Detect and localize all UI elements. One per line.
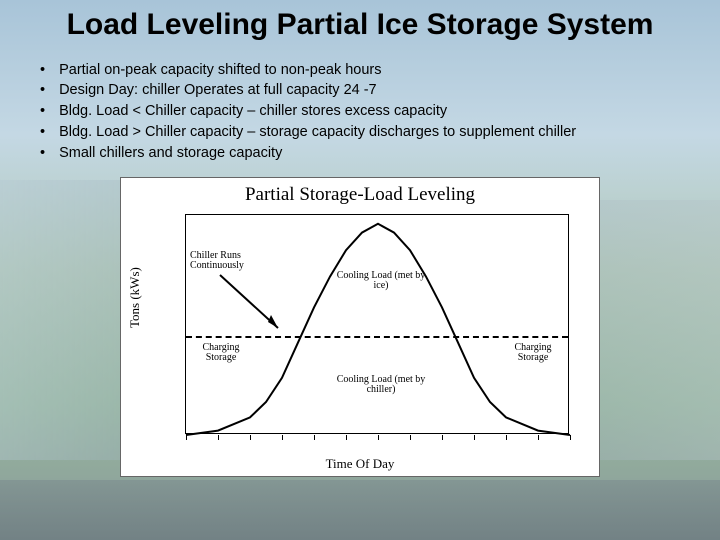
chiller-arrow	[218, 273, 298, 333]
list-item: •Bldg. Load < Chiller capacity – chiller…	[40, 102, 576, 123]
ann-cooling-chiller: Cooling Load (met by chiller)	[336, 375, 426, 396]
list-item: •Small chillers and storage capacity	[40, 144, 576, 165]
xtick-mark	[346, 435, 347, 440]
xtick-mark	[570, 435, 571, 440]
xtick-mark	[506, 435, 507, 440]
xtick-mark	[442, 435, 443, 440]
ann-charging-left: Charging Storage	[192, 343, 250, 364]
list-item: •Bldg. Load > Chiller capacity – storage…	[40, 123, 576, 144]
list-item: •Partial on-peak capacity shifted to non…	[40, 61, 576, 82]
chart-ylabel: Tons (kWs)	[127, 267, 143, 328]
list-item: •Design Day: chiller Operates at full ca…	[40, 81, 576, 102]
ann-cooling-ice: Cooling Load (met by ice)	[336, 271, 426, 292]
xtick-mark	[218, 435, 219, 440]
chart-container: Partial Storage-Load Leveling Tons (kWs)…	[120, 177, 600, 477]
bullet-text: Design Day: chiller Operates at full cap…	[59, 81, 576, 102]
xtick-mark	[186, 435, 187, 440]
bullet-text: Bldg. Load < Chiller capacity – chiller …	[59, 102, 576, 123]
bullet-text: Small chillers and storage capacity	[59, 144, 576, 165]
xtick-mark	[282, 435, 283, 440]
bullet-text: Bldg. Load > Chiller capacity – storage …	[59, 123, 576, 144]
bg-building-left	[0, 180, 140, 460]
bullet-text: Partial on-peak capacity shifted to non-…	[59, 61, 576, 82]
ann-chiller-runs: Chiller Runs Continuously	[190, 251, 262, 272]
xtick-mark	[538, 435, 539, 440]
slide-title: Load Leveling Partial Ice Storage System	[0, 0, 720, 47]
chart-title: Partial Storage-Load Leveling	[121, 178, 599, 208]
xtick-mark	[474, 435, 475, 440]
chart-xlabel: Time Of Day	[121, 456, 599, 472]
xtick-mark	[250, 435, 251, 440]
xtick-mark	[314, 435, 315, 440]
bg-road	[0, 480, 720, 540]
ann-charging-right: Charging Storage	[504, 343, 562, 364]
bg-building-right	[600, 200, 720, 460]
xtick-mark	[378, 435, 379, 440]
bullet-list: •Partial on-peak capacity shifted to non…	[30, 55, 690, 171]
xtick-mark	[410, 435, 411, 440]
chart-plot-area: Chiller Runs Continuously Cooling Load (…	[185, 214, 569, 434]
